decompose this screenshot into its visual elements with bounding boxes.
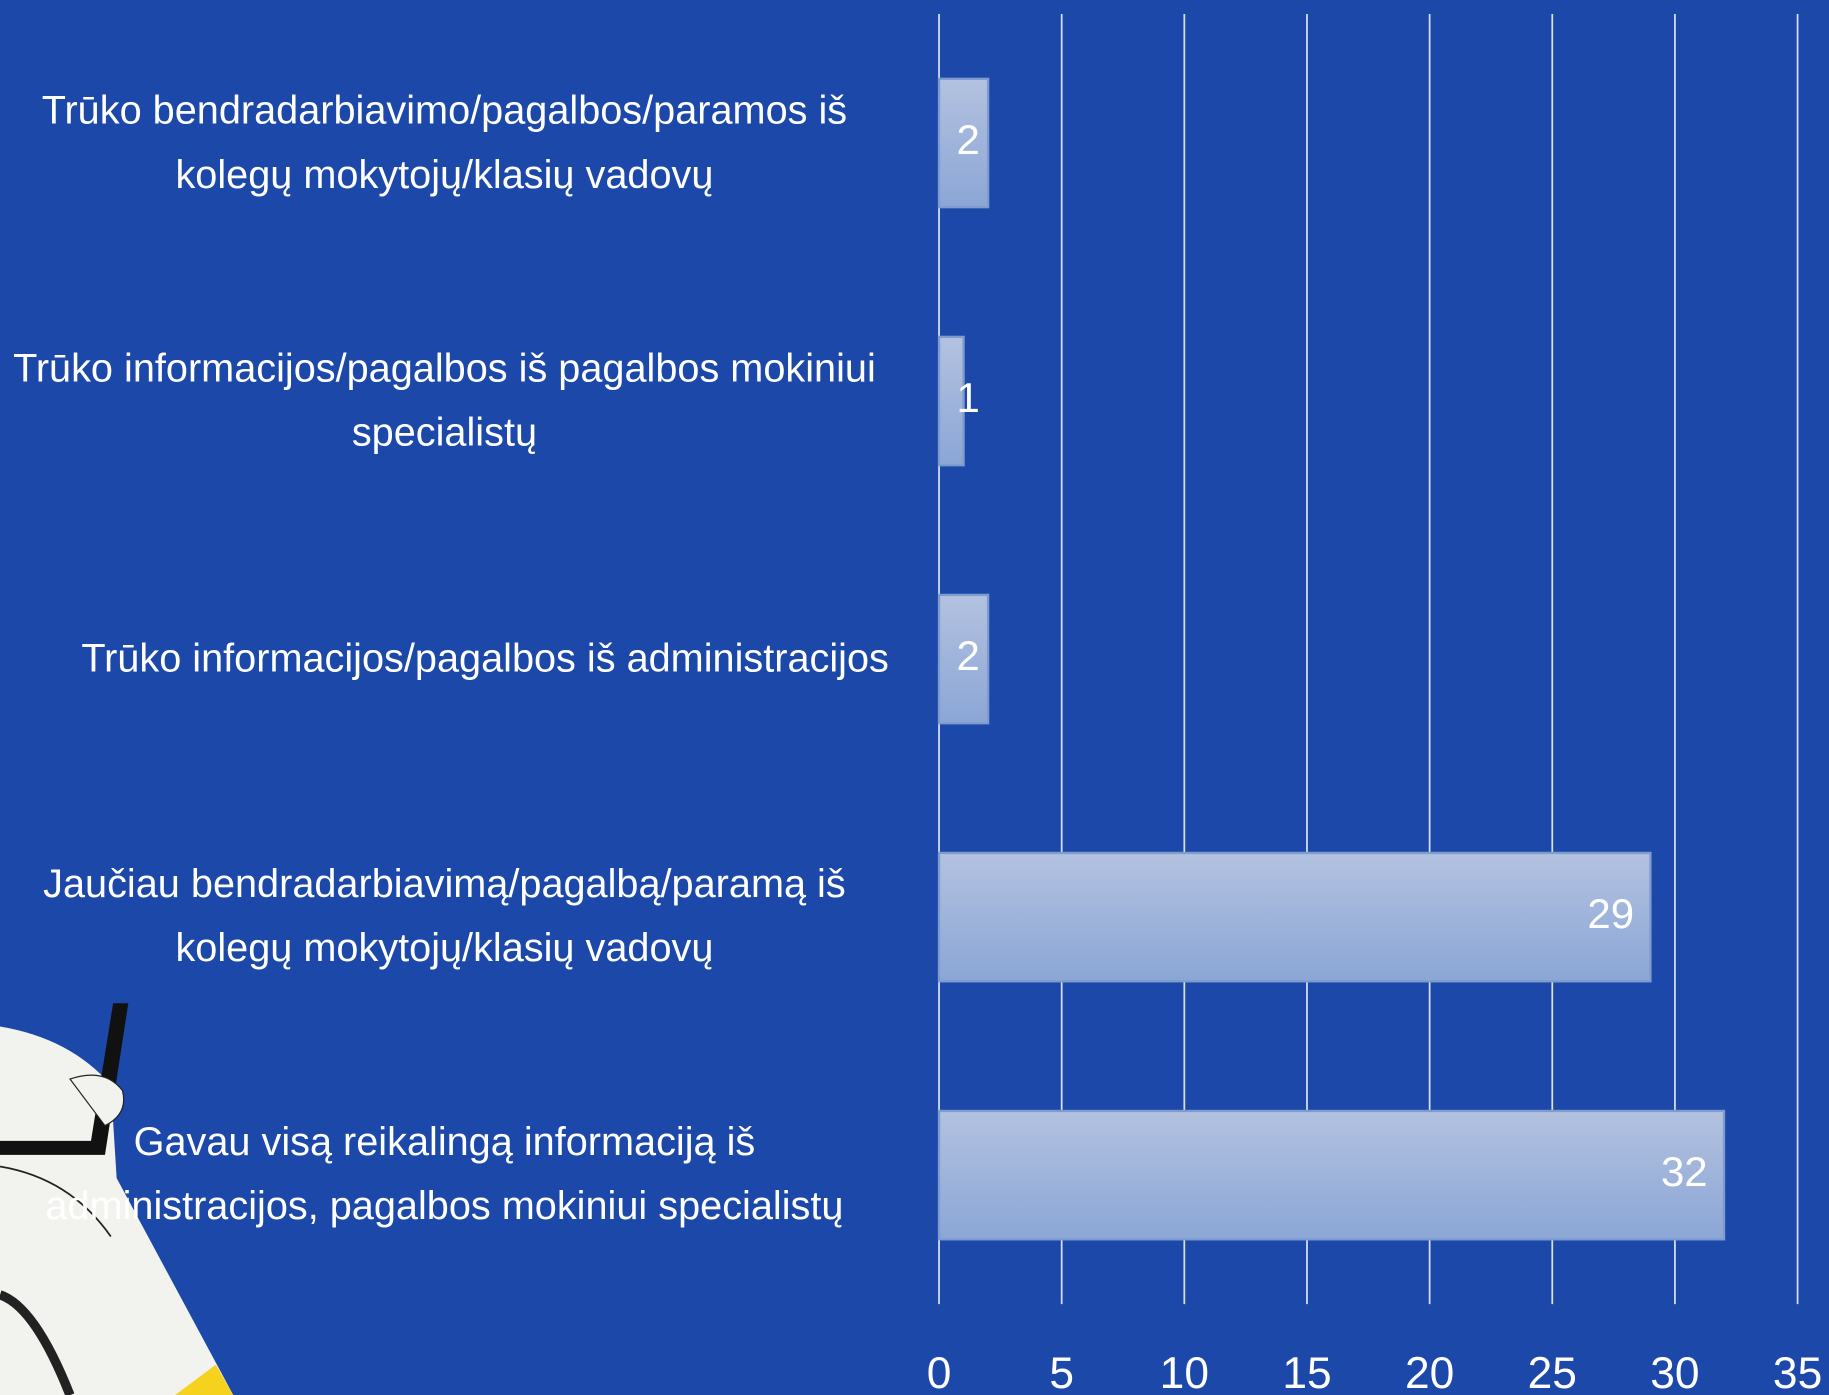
y-tick-label: Trūko informacijos/pagalbos iš pagalbos … [0, 337, 889, 465]
y-tick-label: Trūko bendradarbiavimo/pagalbos/paramos … [0, 79, 889, 207]
x-tick-label: 25 [1528, 1349, 1577, 1395]
x-tick-label: 10 [1160, 1349, 1209, 1395]
x-tick-label: 20 [1405, 1349, 1454, 1395]
value-label: 1 [957, 374, 980, 421]
value-label: 29 [1587, 890, 1634, 937]
plot-area: 0 5 10 15 20 25 30 35 2 1 2 29 32 [927, 14, 1823, 1395]
x-tick-label: 5 [1049, 1349, 1074, 1395]
value-label: 32 [1661, 1148, 1708, 1195]
x-tick-label: 35 [1773, 1349, 1822, 1395]
bar [939, 1111, 1724, 1239]
y-tick-label: Gavau visą reikalingą informaciją iš adm… [0, 1111, 889, 1239]
x-tick-label: 30 [1650, 1349, 1699, 1395]
x-tick-label: 0 [927, 1349, 952, 1395]
y-tick-label: Trūko informacijos/pagalbos iš administr… [81, 627, 889, 691]
page: 0 5 10 15 20 25 30 35 2 1 2 29 32 Trūko bendradarbia… [0, 0, 1829, 1395]
bar [939, 853, 1650, 981]
value-label: 2 [957, 116, 980, 163]
value-label: 2 [957, 632, 980, 679]
stage: 0 5 10 15 20 25 30 35 2 1 2 29 32 Trūko bendradarbia… [0, 0, 1829, 1395]
x-tick-label: 15 [1282, 1349, 1331, 1395]
y-tick-label: Jaučiau bendradarbiavimą/pagalbą/paramą … [0, 853, 889, 981]
